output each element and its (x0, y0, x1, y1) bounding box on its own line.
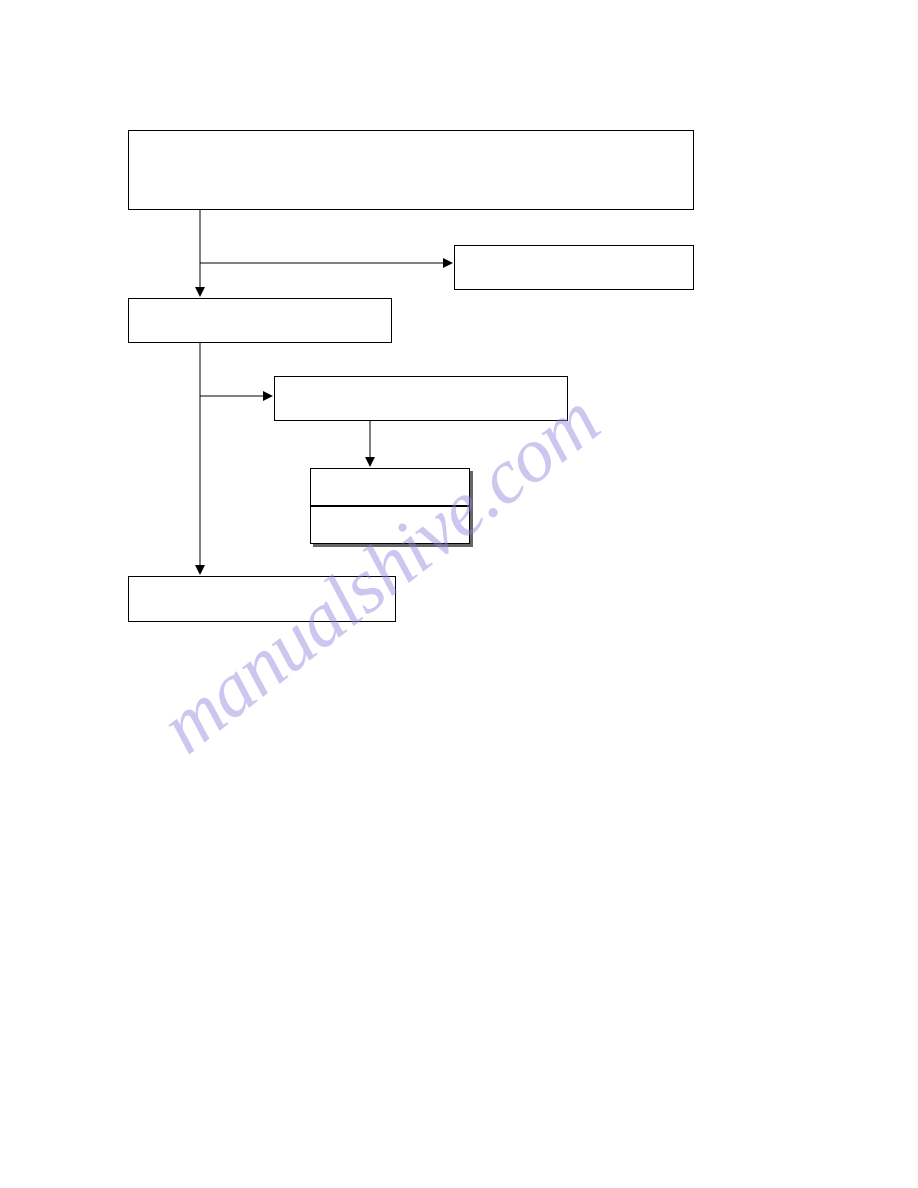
flowchart-canvas: manualshive.com (0, 0, 918, 1188)
flowchart-box-3 (128, 298, 392, 343)
flowchart-box-1 (128, 130, 694, 210)
flowchart-box-6 (128, 576, 396, 622)
flowchart-box-5a (310, 468, 470, 506)
flowchart-box-5b (310, 506, 470, 544)
flowchart-box-2 (454, 245, 694, 290)
flowchart-box-4 (274, 376, 568, 421)
